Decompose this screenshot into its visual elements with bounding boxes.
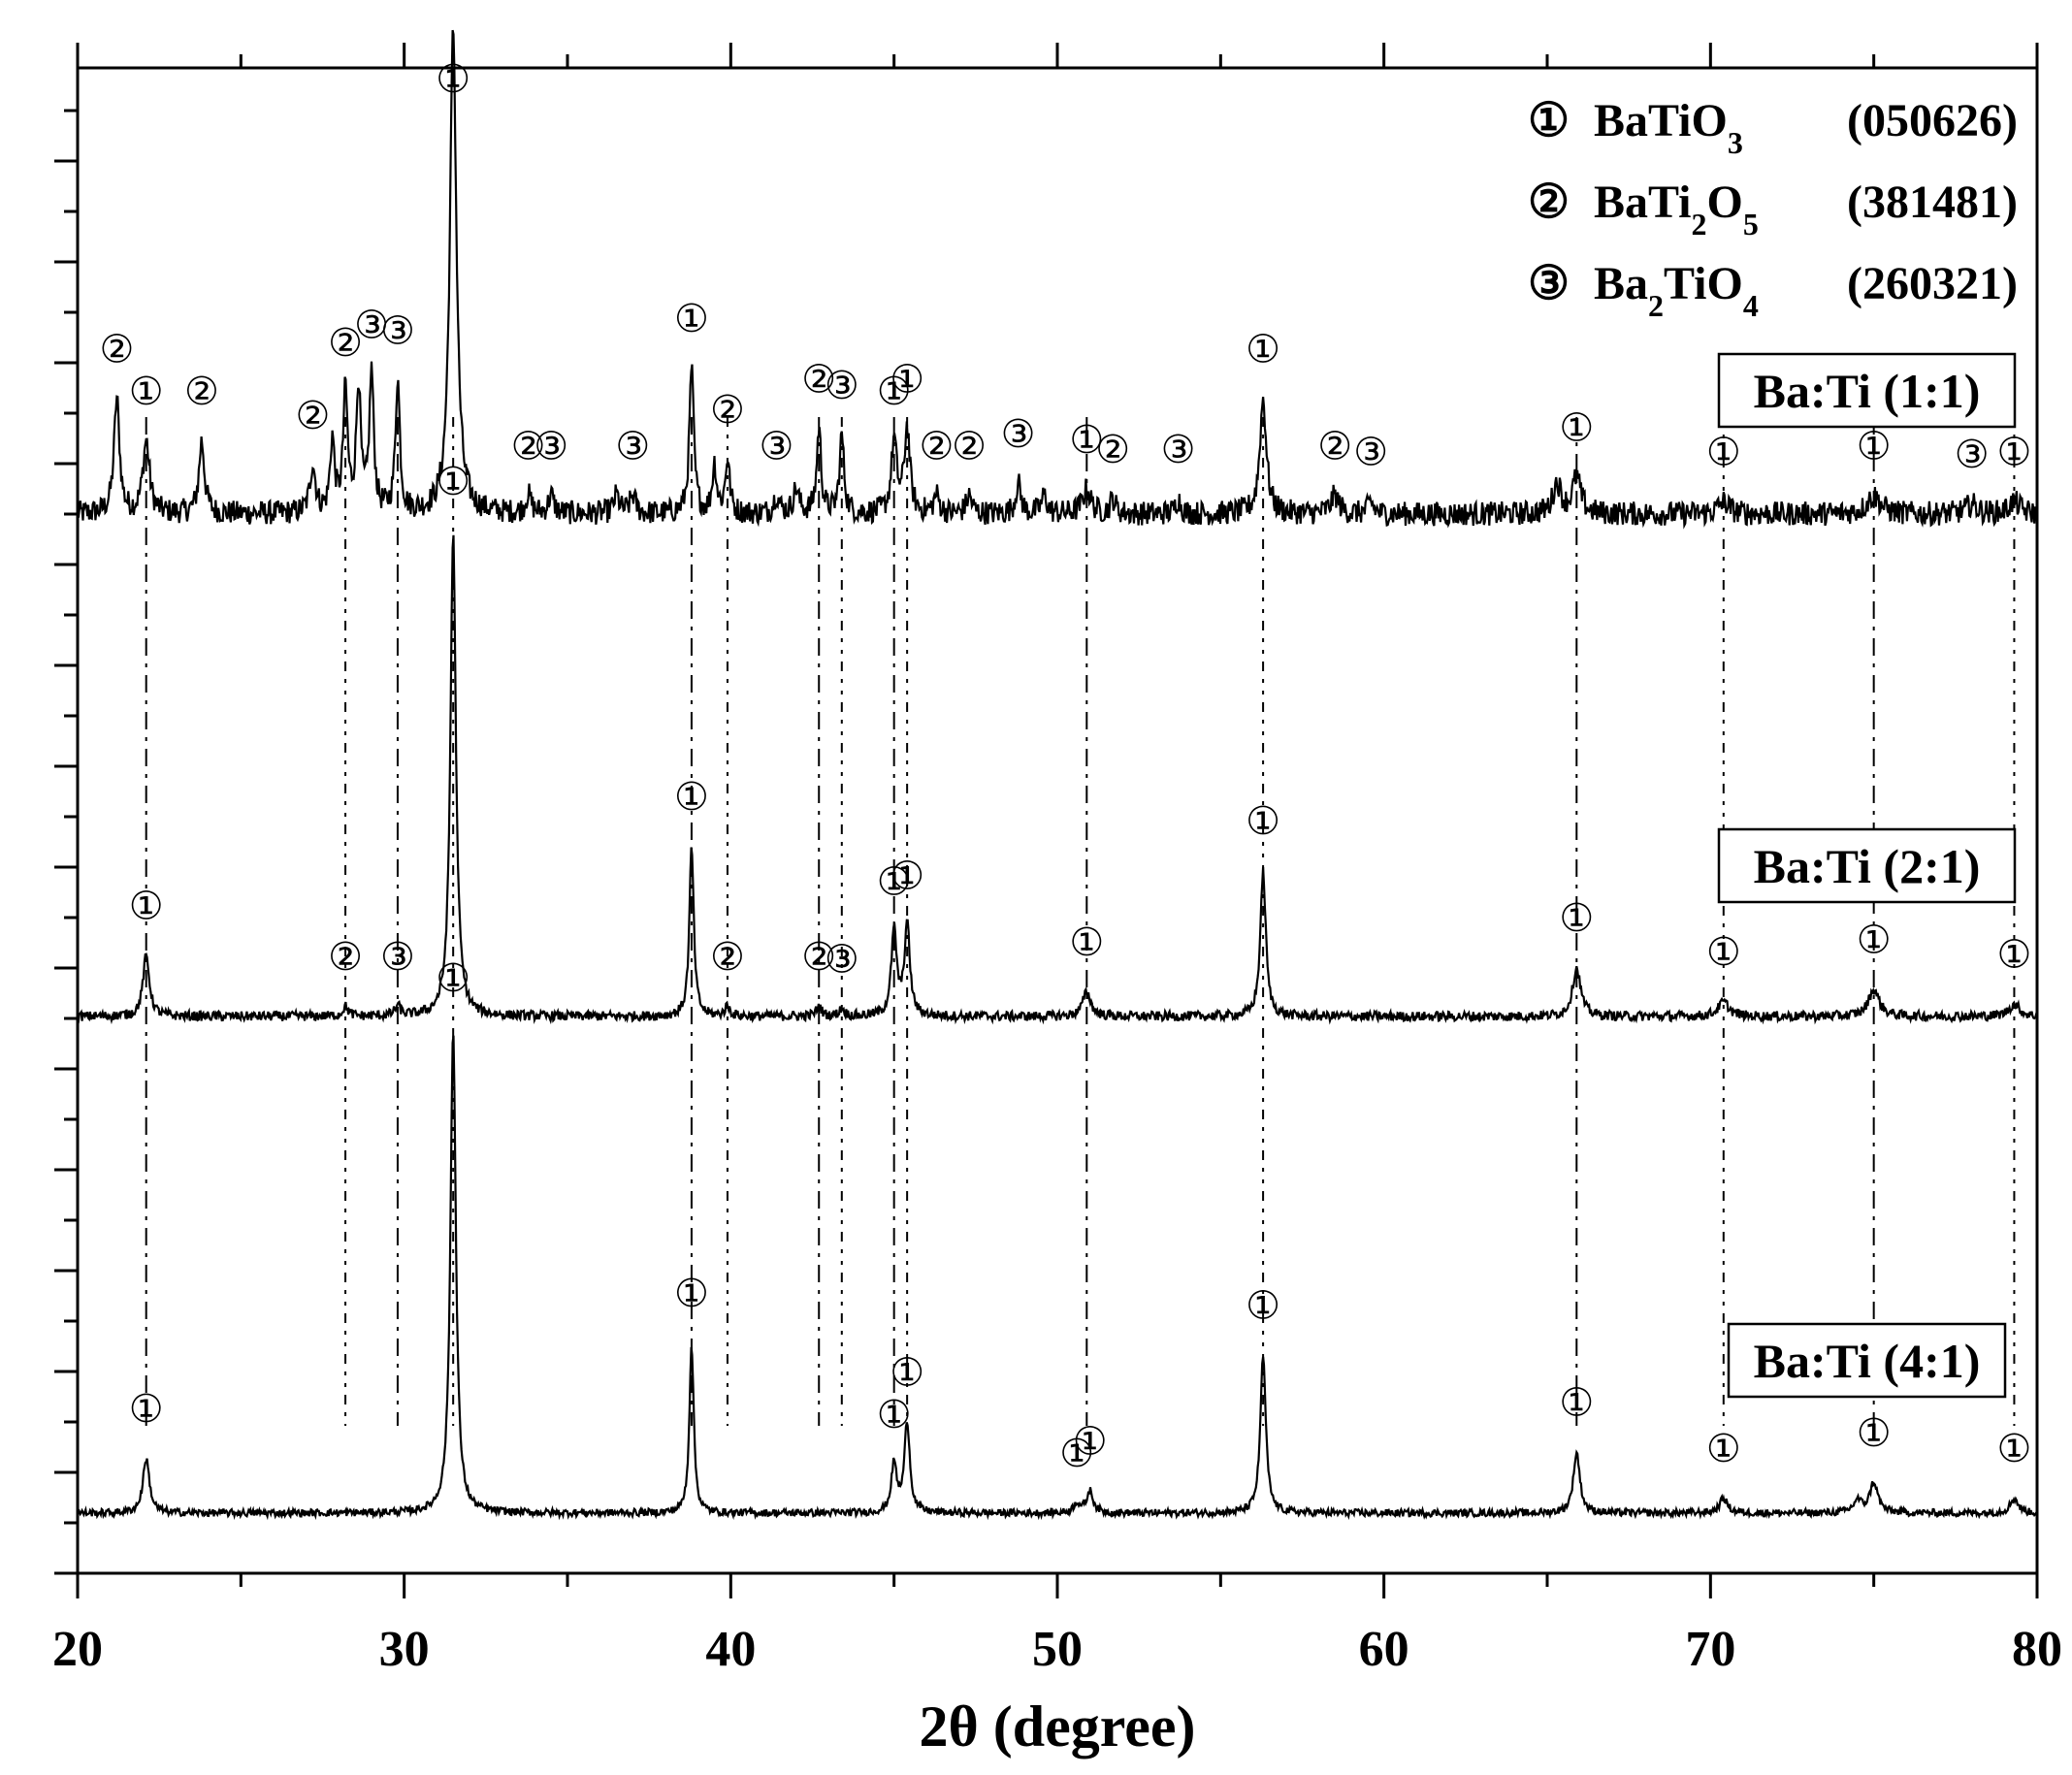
peak-marker: ③	[1955, 433, 1990, 476]
series-label-box	[1717, 827, 2017, 904]
peak-marker: ②	[710, 935, 745, 979]
peak-marker: ①	[1246, 1284, 1280, 1328]
peak-marker: ①	[1069, 418, 1104, 462]
peak-marker: ①	[129, 370, 164, 413]
peak-marker: ②	[328, 935, 363, 979]
peak-marker: ②	[184, 370, 219, 413]
series-label-box	[1727, 1322, 2007, 1399]
reference-lines	[145, 417, 2016, 1426]
x-axis-title: 2θ (degree)	[919, 1694, 1195, 1759]
peak-marker: ①	[674, 297, 709, 340]
peak-marker: ③	[380, 309, 415, 353]
peak-marker: ①	[890, 1350, 924, 1394]
peak-marker: ②	[801, 935, 836, 979]
x-tick-label: 70	[1685, 1622, 1735, 1677]
peak-marker: ③	[534, 424, 568, 468]
peak-marker: ①	[1246, 327, 1280, 371]
legend-marker: ③	[1528, 258, 1570, 309]
series-line	[77, 534, 2038, 1025]
peak-marker: ②	[952, 424, 987, 468]
peak-marker: ③	[825, 938, 859, 982]
peak-marker: ①	[1559, 1381, 1594, 1425]
peak-marker: ①	[1073, 1420, 1108, 1464]
peak-marker: ②	[801, 358, 836, 402]
peak-marker: ②	[1317, 424, 1352, 468]
peak-marker: ①	[1059, 1432, 1094, 1475]
peak-marker: ①	[890, 854, 924, 897]
peak-marker: ①	[1857, 1411, 1892, 1455]
peak-marker: ③	[615, 424, 650, 468]
peak-marker: ③	[1161, 428, 1196, 471]
peak-marker: ①	[1857, 424, 1892, 468]
peak-marker: ①	[890, 358, 924, 402]
x-tick-label: 40	[705, 1622, 756, 1677]
peak-marker: ①	[1706, 431, 1741, 474]
peak-marker: ①	[436, 956, 470, 1000]
peak-marker: ②	[328, 321, 363, 365]
series-label: Ba:Ti (1:1)	[1754, 364, 1981, 418]
legend-formula: BaTi2O5	[1594, 177, 1759, 242]
peak-marker: ①	[1997, 1427, 2032, 1470]
peak-marker: ①	[1069, 920, 1104, 964]
peak-marker: ①	[436, 57, 470, 101]
peak-marker: ①	[1997, 933, 2032, 977]
peak-marker: ①	[1706, 930, 1741, 974]
peak-marker: ①	[1559, 406, 1594, 450]
peak-marker: ①	[877, 370, 912, 413]
series-line	[76, 1035, 2038, 1521]
series-layer	[76, 29, 2039, 1521]
peak-marker: ③	[1001, 412, 1036, 456]
peak-marker: ②	[1095, 428, 1130, 471]
legend-formula: Ba2TiO4	[1594, 258, 1759, 323]
series-line	[76, 29, 2039, 530]
peak-marker: ①	[436, 460, 470, 503]
peak-marker: ②	[511, 424, 546, 468]
x-tick-label: 80	[2012, 1622, 2062, 1677]
peak-marker: ①	[674, 775, 709, 819]
peak-marker: ②	[99, 327, 134, 371]
peak-marker: ①	[877, 1393, 912, 1436]
peak-marker: ①	[1246, 799, 1280, 843]
legend-marker: ②	[1528, 177, 1570, 228]
legend: ① BaTiO3 (050626) ② BaTi2O5 (381481) ③ Ba2TiO4 (…	[1528, 95, 2018, 323]
peak-marker: ①	[877, 860, 912, 904]
peak-marker: ①	[129, 1387, 164, 1431]
legend-card: (381481)	[1847, 177, 2018, 228]
legend-marker: ①	[1528, 95, 1570, 146]
peak-marker: ①	[129, 885, 164, 928]
peak-marker: ③	[760, 424, 794, 468]
peak-marker: ①	[1857, 919, 1892, 962]
peak-marker: ①	[674, 1272, 709, 1315]
peak-marker: ③	[380, 935, 415, 979]
peak-marker: ①	[1706, 1427, 1741, 1470]
peak-marker: ②	[710, 388, 745, 432]
legend-formula: BaTiO3	[1594, 95, 1743, 160]
peak-marker: ③	[1353, 431, 1388, 474]
x-tick-label: 60	[1359, 1622, 1409, 1677]
x-tick-label: 30	[379, 1622, 430, 1677]
peak-marker: ②	[295, 394, 330, 437]
peak-marker: ①	[1997, 431, 2032, 474]
x-tick-label: 20	[52, 1622, 103, 1677]
peak-marker: ①	[1559, 896, 1594, 940]
legend-card: (260321)	[1847, 258, 2018, 309]
x-tick-label: 50	[1032, 1622, 1083, 1677]
peak-marker: ③	[825, 364, 859, 407]
peak-marker: ③	[354, 303, 389, 346]
series-label: Ba:Ti (4:1)	[1754, 1334, 1981, 1388]
series-labels: Ba:Ti (1:1) Ba:Ti (2:1) Ba:Ti (4:1)	[1717, 352, 2017, 1399]
series-label: Ba:Ti (2:1)	[1754, 839, 1981, 893]
peak-marker: ②	[920, 424, 955, 468]
legend-card: (050626)	[1847, 95, 2018, 146]
axes: 20 30 40 50 60 70 80	[52, 43, 2062, 1677]
series-label-box	[1717, 352, 2017, 429]
